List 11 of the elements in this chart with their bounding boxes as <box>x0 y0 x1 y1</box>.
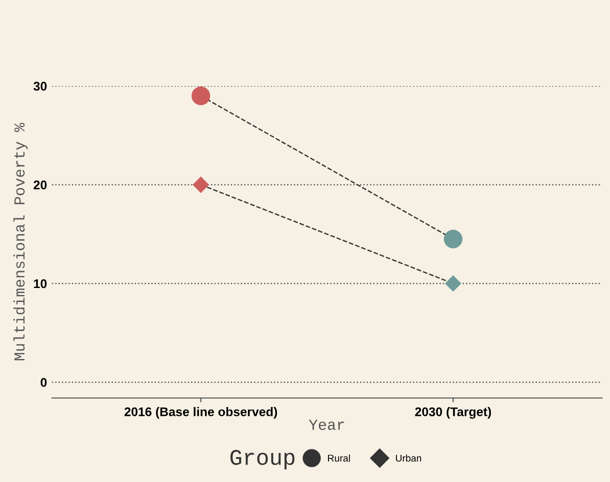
x-axis-title: Year <box>308 420 344 430</box>
y-axis-title: Multidimensional Poverty % <box>13 122 28 360</box>
legend-label: Rural <box>328 454 350 462</box>
y-tick-label: 10 <box>34 279 47 288</box>
legend-label: Urban <box>396 454 422 462</box>
y-tick-label: 0 <box>40 378 47 387</box>
y-tick-label: 20 <box>34 180 47 190</box>
x-tick-label: 2030 (Target) <box>415 407 491 419</box>
y-tick-label: 30 <box>34 82 47 91</box>
legend-title: Group <box>230 450 294 470</box>
x-tick-label: 2016 (Base line observed) <box>124 407 278 419</box>
